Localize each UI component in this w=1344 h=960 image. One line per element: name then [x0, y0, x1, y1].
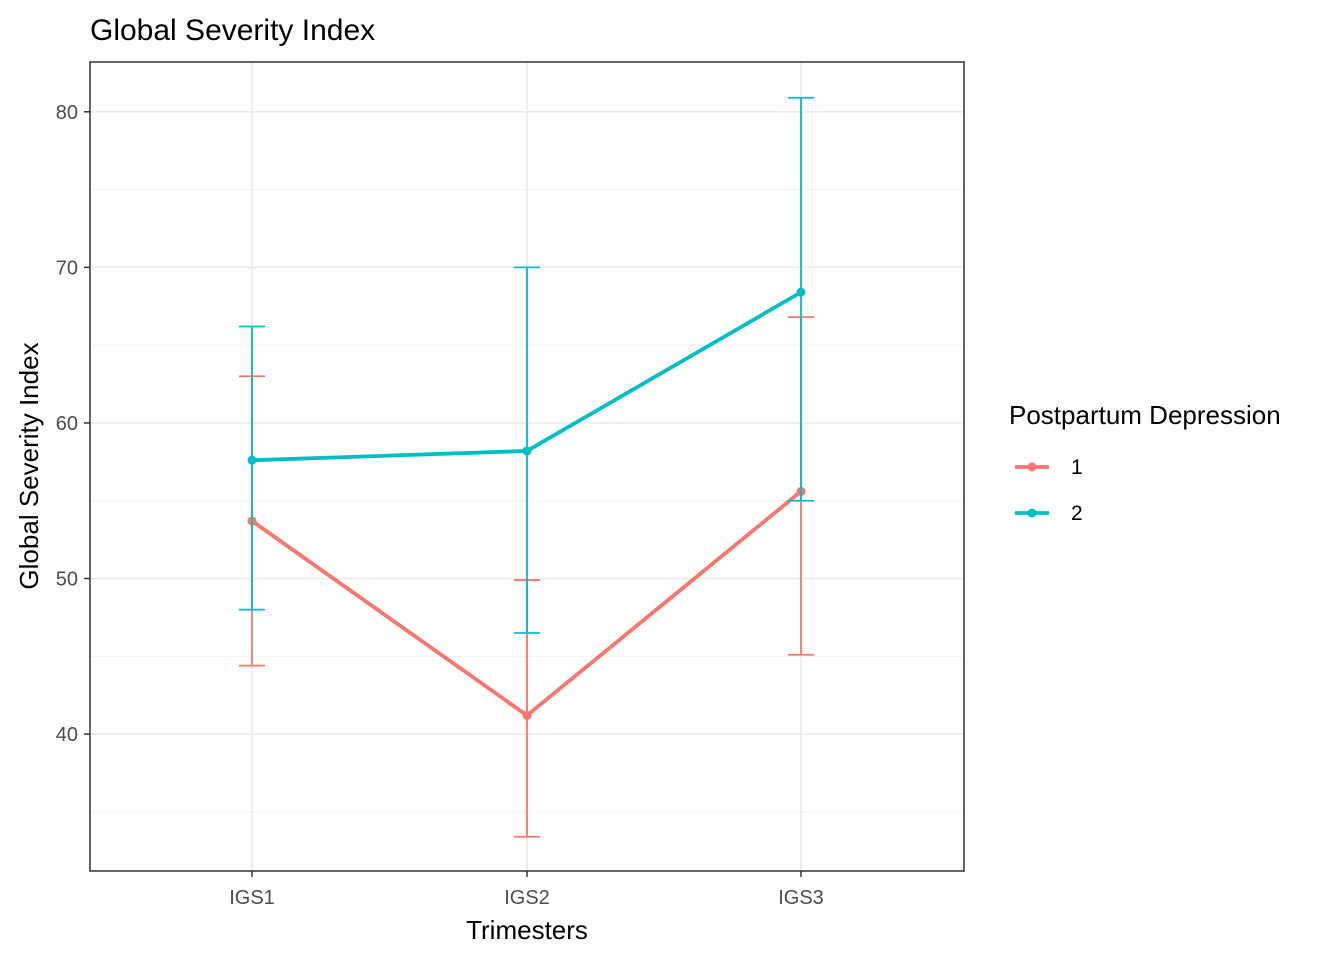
legend-items: 12 [1015, 456, 1083, 525]
legend-title: Postpartum Depression [1009, 400, 1281, 430]
legend-label: 1 [1071, 456, 1083, 479]
y-tick-label: 80 [56, 102, 78, 124]
data-point [522, 710, 532, 720]
plot-panel [89, 61, 965, 872]
y-tick-label: 50 [56, 569, 78, 591]
legend-label: 2 [1071, 502, 1083, 525]
x-tick-label: IGS2 [504, 887, 550, 909]
x-axis-title: Trimesters [466, 915, 588, 945]
legend-key-point [1027, 508, 1037, 518]
data-point [522, 446, 532, 456]
data-point [247, 455, 257, 465]
y-tick-label: 70 [56, 257, 78, 279]
legend-item: 1 [1015, 456, 1083, 479]
y-axis: 40 50 60 70 80 [56, 102, 90, 746]
x-axis: IGS1 IGS2 IGS3 [229, 871, 824, 909]
data-point [796, 287, 806, 297]
legend-key-point [1027, 462, 1037, 472]
y-tick-label: 40 [56, 724, 78, 746]
series-layer [239, 96, 814, 838]
x-tick-label: IGS1 [229, 887, 275, 909]
legend: Postpartum Depression 12 [1009, 400, 1281, 525]
y-axis-title: Global Severity Index [14, 342, 44, 589]
legend-item: 2 [1015, 502, 1083, 525]
y-tick-label: 60 [56, 413, 78, 435]
series-2 [239, 96, 814, 634]
chart-title: Global Severity Index [90, 14, 375, 47]
x-tick-label: IGS3 [778, 887, 824, 909]
